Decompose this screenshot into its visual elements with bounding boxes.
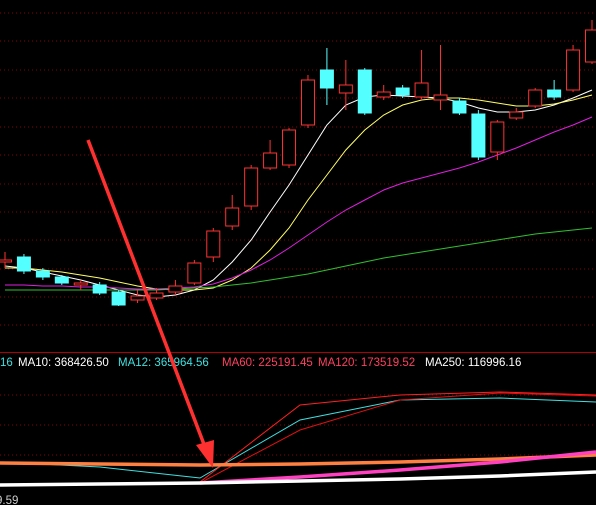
price-panel [0, 20, 596, 306]
candle-body [357, 69, 372, 114]
arrow-head [196, 440, 214, 468]
indicator-line [0, 453, 596, 467]
candle-body [73, 282, 88, 286]
candle-body [111, 291, 126, 306]
ma-label: 16 [0, 357, 13, 369]
candle-body [187, 262, 202, 284]
ma-labels: 16 MA10: 368426.50 MA12: 365964.56 MA60: 22… [0, 357, 521, 505]
candle-body [547, 89, 562, 98]
corner-label: 9.59 [0, 495, 18, 505]
candle-body [54, 276, 69, 284]
annotation-arrow [86, 139, 214, 468]
ma-label: MA250: 116996.16 [425, 357, 521, 369]
candle-body [282, 129, 297, 166]
candle-body [566, 49, 581, 91]
candle-body [528, 89, 543, 107]
candle-body [16, 256, 31, 272]
indicator-line [0, 397, 596, 479]
candle-body [319, 69, 334, 89]
indicator-line [0, 470, 596, 487]
candle-body [395, 87, 410, 96]
ma-label: MA60: 225191.45 [222, 357, 313, 369]
indicator-line [199, 450, 596, 485]
arrow-shaft [86, 139, 207, 448]
candle-body [92, 284, 107, 294]
candle-body [206, 230, 221, 258]
candle-body [35, 270, 50, 278]
indicator-line [199, 391, 596, 483]
candle-body [471, 113, 486, 158]
candle-body [263, 152, 278, 169]
candle-body [130, 295, 145, 301]
candle-body [452, 100, 467, 114]
candle-body [433, 94, 448, 101]
candle-body [168, 285, 183, 293]
price-grid [0, 12, 596, 456]
candle-body [0, 259, 12, 263]
candle-body [300, 79, 315, 126]
candle-body [490, 121, 505, 153]
ma-label: MA120: 173519.52 [318, 357, 415, 369]
indicator-panel [0, 391, 596, 487]
candle-body [338, 84, 353, 94]
candle-body [509, 111, 524, 119]
candle-body [244, 167, 259, 207]
candle-body [585, 29, 596, 63]
candle-body [376, 91, 391, 98]
ma-label: MA12: 365964.56 [118, 357, 209, 369]
candle-body [225, 207, 240, 227]
ma-label: MA10: 368426.50 [18, 357, 109, 369]
indicator-line [199, 392, 596, 484]
candle-body [149, 292, 164, 299]
ma-line [5, 94, 593, 291]
candle-body [414, 82, 429, 98]
